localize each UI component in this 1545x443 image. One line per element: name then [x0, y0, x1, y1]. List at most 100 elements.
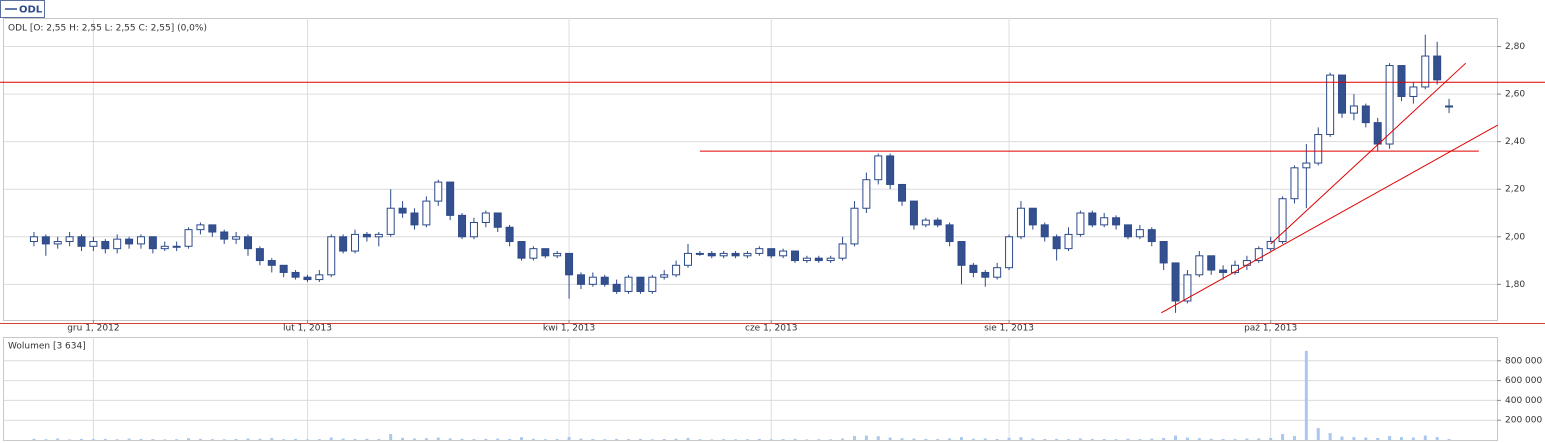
volume-bar — [103, 438, 107, 440]
volume-bar — [745, 439, 749, 440]
volume-bar — [246, 438, 250, 440]
candle-body — [1349, 105, 1358, 114]
candle-body — [767, 248, 776, 257]
volume-bar — [1090, 438, 1094, 440]
candle-body — [398, 207, 407, 214]
volume-bar — [710, 439, 714, 440]
volume-bar — [591, 439, 595, 440]
candle-body — [208, 224, 217, 233]
candle-body — [434, 181, 443, 202]
volume-bar — [448, 438, 452, 440]
volume-bar — [1138, 439, 1142, 440]
volume-bar — [496, 438, 500, 440]
volume-bar — [876, 436, 880, 440]
candle-body — [1005, 236, 1014, 269]
legend-box — [0, 0, 45, 18]
volume-bar — [1328, 433, 1332, 440]
volume-bar — [1078, 438, 1082, 440]
candle-body — [969, 264, 978, 273]
volume-bar — [769, 439, 773, 440]
volume-bar — [210, 439, 214, 440]
volume-bar — [829, 439, 833, 440]
price-info: ODL [O: 2,55 H: 2,55 L: 2,55 C: 2,55] (0… — [8, 24, 207, 34]
volume-bar — [187, 438, 191, 440]
candle-body — [1231, 264, 1240, 273]
candle-body — [600, 276, 609, 285]
candle-body — [1338, 74, 1347, 114]
volume-bar — [793, 438, 797, 440]
x-tick-label: sie 1, 2013 — [984, 324, 1034, 334]
candle-body — [1254, 248, 1263, 262]
volume-bar — [436, 437, 440, 440]
candle-body — [184, 229, 193, 247]
candle-body — [624, 276, 633, 292]
volume-bar — [91, 439, 95, 440]
candle-body — [672, 264, 681, 276]
volume-bar — [959, 437, 963, 440]
candle-body — [1076, 212, 1085, 235]
candle-body — [1302, 162, 1311, 169]
candle-body — [481, 212, 490, 224]
volume-bar — [389, 434, 393, 440]
volume-bar — [1031, 438, 1035, 440]
x-tick-label: kwi 1, 2013 — [543, 324, 595, 334]
candle-body — [933, 219, 942, 226]
volume-bar — [579, 438, 583, 440]
volume-bar — [32, 438, 36, 440]
candle-body — [65, 236, 74, 243]
candle-body — [886, 155, 895, 185]
candle-body — [351, 233, 360, 252]
legend-label: ODL — [19, 5, 43, 16]
volume-bar — [1435, 437, 1439, 440]
volume-bar — [282, 439, 286, 440]
y-tick-label: 2,60 — [1505, 90, 1525, 100]
volume-bar — [1399, 437, 1403, 440]
y-tick-label: 400 000 — [1505, 396, 1542, 406]
candle-body — [838, 243, 847, 259]
volume-bar — [852, 436, 856, 440]
volume-bar — [757, 439, 761, 440]
y-tick-label: 2,00 — [1505, 232, 1525, 242]
candle-body — [529, 248, 538, 259]
candle-body — [136, 236, 145, 245]
volume-bar — [377, 439, 381, 440]
volume-bar — [484, 438, 488, 440]
candle-body — [505, 226, 514, 243]
volume-bar — [603, 439, 607, 440]
volume-bar — [1364, 437, 1368, 440]
volume-bar — [317, 439, 321, 440]
candle-body — [446, 181, 455, 216]
candle-body — [386, 207, 395, 235]
volume-bar — [1257, 438, 1261, 440]
volume-bar — [258, 438, 262, 440]
volume-bar — [1245, 438, 1249, 440]
candle-body — [814, 257, 823, 262]
volume-bar — [175, 439, 179, 440]
volume-bar — [234, 439, 238, 440]
volume-bar — [1102, 439, 1106, 440]
candle-body — [113, 238, 122, 250]
volume-bar — [1019, 437, 1023, 440]
volume-bar — [912, 438, 916, 440]
volume-bar — [983, 438, 987, 440]
candle-body — [469, 222, 478, 238]
candle-body — [362, 233, 371, 238]
candle-body — [1278, 198, 1287, 243]
volume-bar — [1221, 439, 1225, 440]
candle-body — [731, 252, 740, 257]
candle-body — [327, 236, 336, 276]
candle-body — [683, 252, 692, 266]
candle-body — [53, 241, 62, 245]
y-tick-label: 2,40 — [1505, 137, 1525, 147]
candle-body — [612, 283, 621, 292]
volume-bar — [151, 439, 155, 440]
y-tick-label: 2,20 — [1505, 185, 1525, 195]
volume-bar — [1340, 436, 1344, 440]
volume-bar — [698, 439, 702, 440]
candle-body — [779, 250, 788, 257]
volume-bar — [1388, 436, 1392, 440]
candle-body — [1112, 217, 1121, 226]
candle-body — [1445, 105, 1454, 108]
volume-bar — [936, 439, 940, 440]
